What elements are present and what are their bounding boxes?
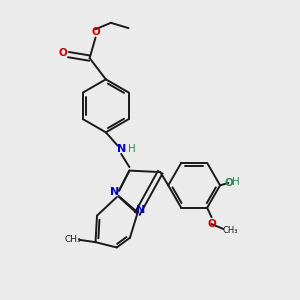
Text: N: N [116,144,126,154]
Text: O: O [59,48,68,58]
Text: O: O [224,178,233,188]
Text: CH₃: CH₃ [222,226,238,235]
Text: N: N [110,187,120,197]
Text: H: H [232,177,239,188]
Text: H: H [128,144,136,154]
Text: O: O [207,219,216,229]
Text: N: N [136,205,146,215]
Text: O: O [92,27,100,37]
Text: CH₃: CH₃ [65,235,82,244]
